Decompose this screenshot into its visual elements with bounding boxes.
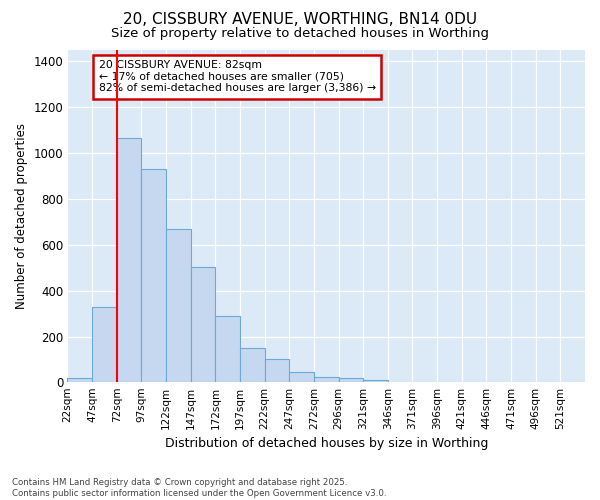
Bar [215,316,240,382]
Y-axis label: Number of detached properties: Number of detached properties [15,123,28,309]
Bar [289,372,314,382]
Bar [314,378,338,382]
Text: Size of property relative to detached houses in Worthing: Size of property relative to detached ho… [111,28,489,40]
Bar [142,169,166,382]
Bar [67,378,92,382]
Bar [338,378,363,382]
Bar [191,266,215,382]
Bar [166,229,191,382]
Bar [92,306,117,382]
Text: 20 CISSBURY AVENUE: 82sqm
← 17% of detached houses are smaller (705)
82% of semi: 20 CISSBURY AVENUE: 82sqm ← 17% of detac… [98,60,376,93]
Text: 20, CISSBURY AVENUE, WORTHING, BN14 0DU: 20, CISSBURY AVENUE, WORTHING, BN14 0DU [123,12,477,28]
Bar [117,138,142,382]
Bar [363,380,388,382]
Bar [240,348,265,382]
Bar [265,360,289,382]
Text: Contains HM Land Registry data © Crown copyright and database right 2025.
Contai: Contains HM Land Registry data © Crown c… [12,478,386,498]
X-axis label: Distribution of detached houses by size in Worthing: Distribution of detached houses by size … [164,437,488,450]
